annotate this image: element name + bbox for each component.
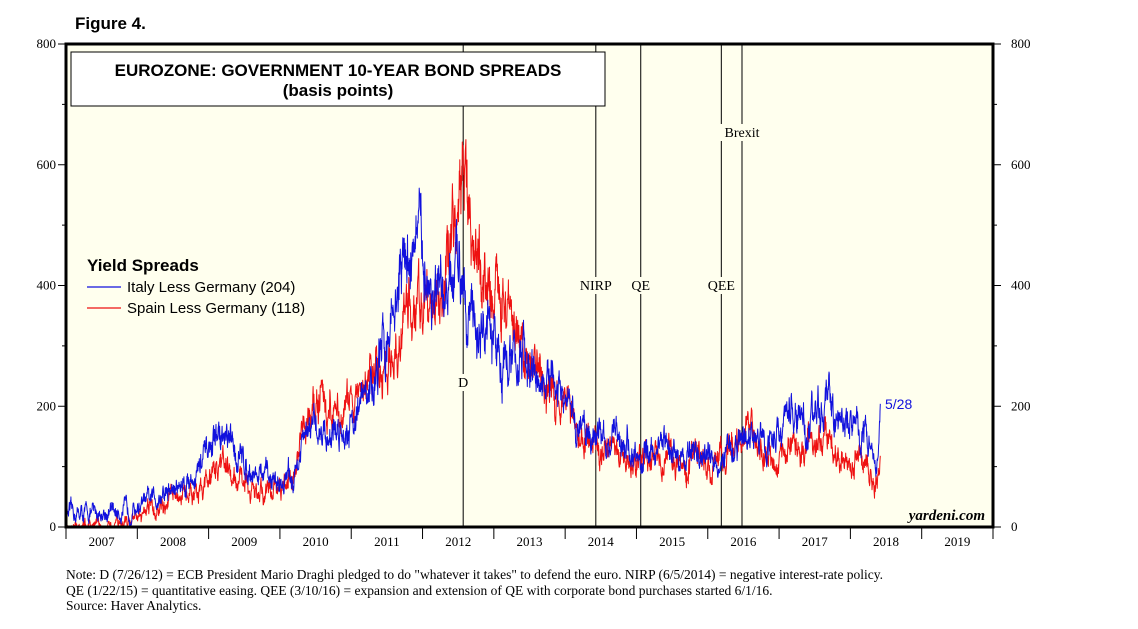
legend-label-spain: Spain Less Germany (118) xyxy=(127,300,305,317)
chart-subtitle: (basis points) xyxy=(283,81,394,100)
x-tick-label: 2010 xyxy=(303,534,329,549)
x-tick-label: 2008 xyxy=(160,534,186,549)
event-label-bg xyxy=(456,374,470,391)
x-tick-label: 2018 xyxy=(873,534,899,549)
y-tick-label-left: 400 xyxy=(37,278,57,293)
y-tick-label-right: 600 xyxy=(1011,157,1031,172)
event-label-d: D xyxy=(458,376,468,391)
notes: Note: D (7/26/12) = ECB President Mario … xyxy=(66,567,1126,614)
event-label-bg xyxy=(716,124,768,141)
end-date-label: 5/28 xyxy=(885,396,912,412)
title-box-rect xyxy=(70,51,606,107)
axes-layer: 0 0 200 200 400 400 600 600 800 800 2007 2008 2009 20… xyxy=(37,36,1031,549)
note-line-2: QE (1/22/15) = quantitative easing. QEE … xyxy=(66,582,773,598)
y-tick-label-left: 600 xyxy=(37,157,57,172)
event-label-bg xyxy=(577,277,615,294)
series-line-spain xyxy=(65,139,881,528)
event-label-qe: QE xyxy=(631,279,650,294)
note-line-3: Source: Haver Analytics. xyxy=(66,598,202,613)
x-tick-label: 2016 xyxy=(730,534,757,549)
note-line-1: Note: D (7/26/12) = ECB President Mario … xyxy=(66,567,884,582)
y-tick-label-right: 800 xyxy=(1011,36,1031,51)
x-tick-label: 2014 xyxy=(588,534,615,549)
x-tick-label: 2011 xyxy=(374,534,400,549)
y-tick-label-right: 400 xyxy=(1011,278,1031,293)
annotations: yardeni.com 5/28 xyxy=(885,396,985,524)
y-tick-label-left: 200 xyxy=(37,398,57,413)
y-tick-label-right: 200 xyxy=(1011,398,1031,413)
x-tick-label: 2019 xyxy=(944,534,970,549)
series-line-italy xyxy=(65,187,881,528)
event-label-bg xyxy=(630,277,652,294)
title-box: EUROZONE: GOVERNMENT 10-YEAR BOND SPREAD… xyxy=(70,51,606,107)
event-label-brexit: Brexit xyxy=(724,126,759,141)
watermark: yardeni.com xyxy=(907,508,985,524)
event-label-bg xyxy=(706,277,736,294)
legend-label-italy: Italy Less Germany (204) xyxy=(127,279,295,296)
legend-title: Yield Spreads xyxy=(87,256,199,275)
chart-title: EUROZONE: GOVERNMENT 10-YEAR BOND SPREAD… xyxy=(115,61,562,80)
event-label-nirp: NIRP xyxy=(580,279,612,294)
y-tick-label-left: 800 xyxy=(37,36,57,51)
legend: Yield Spreads Italy Less Germany (204) Spa… xyxy=(87,256,305,317)
x-tick-label: 2007 xyxy=(89,534,116,549)
x-tick-label: 2009 xyxy=(231,534,257,549)
series-layer xyxy=(65,139,881,528)
y-tick-label-right: 0 xyxy=(1011,519,1018,534)
x-tick-label: 2013 xyxy=(517,534,543,549)
event-label-qee: QEE xyxy=(708,279,735,294)
y-tick-label-left: 0 xyxy=(50,519,57,534)
x-tick-label: 2012 xyxy=(445,534,471,549)
x-tick-label: 2015 xyxy=(659,534,685,549)
figure-label: Figure 4. xyxy=(75,14,146,33)
x-tick-label: 2017 xyxy=(802,534,829,549)
